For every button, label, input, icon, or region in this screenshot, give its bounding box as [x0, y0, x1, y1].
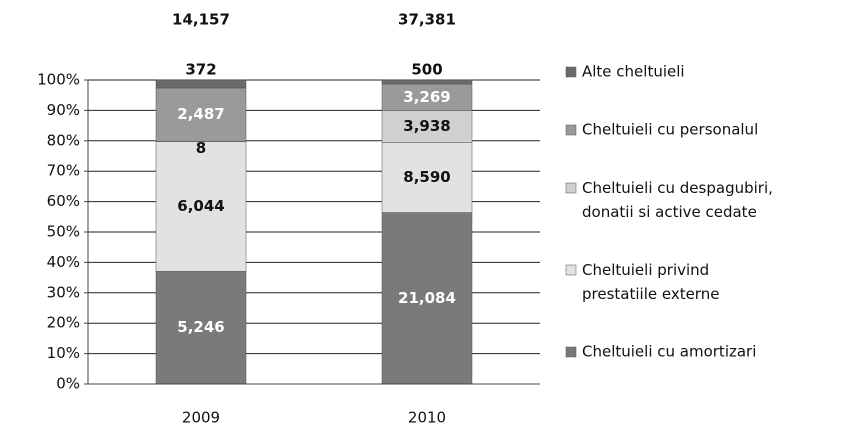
y-tick-label: 100%	[37, 71, 80, 89]
y-tick-label: 80%	[47, 131, 80, 149]
data-label: 372	[185, 61, 216, 79]
total-label: 14,157	[172, 11, 230, 29]
legend-swatch	[566, 183, 576, 193]
data-label: 5,246	[177, 318, 224, 336]
y-tick-label: 70%	[47, 162, 80, 180]
x-tick-label: 2010	[408, 409, 446, 427]
y-tick-label: 0%	[56, 375, 80, 393]
legend-swatch	[566, 67, 576, 77]
bar-segment	[156, 80, 246, 88]
y-tick-label: 30%	[47, 283, 80, 301]
data-label: 8,590	[403, 168, 450, 186]
x-tick-label: 2009	[182, 409, 220, 427]
data-label: 21,084	[398, 289, 456, 307]
data-label: 500	[411, 61, 442, 79]
data-label: 3,938	[403, 117, 450, 135]
y-tick-label: 60%	[47, 192, 80, 210]
total-label: 37,381	[398, 11, 456, 29]
y-tick-label: 50%	[47, 223, 80, 241]
y-tick-label: 40%	[47, 253, 80, 271]
legend-label: Cheltuieli cu despagubiri,donatii si act…	[582, 179, 773, 221]
legend-swatch	[566, 347, 576, 357]
data-label: 2,487	[177, 105, 224, 123]
y-tick-label: 10%	[47, 344, 80, 362]
y-tick-label: 90%	[47, 101, 80, 119]
bar-segment	[382, 80, 472, 84]
legend-label: Cheltuieli cu amortizari	[582, 343, 756, 361]
legend-swatch	[566, 265, 576, 275]
data-label: 6,044	[177, 197, 224, 215]
legend-label: Alte cheltuieli	[582, 63, 685, 81]
data-label: 3,269	[403, 88, 450, 106]
y-tick-label: 20%	[47, 314, 80, 332]
legend-swatch	[566, 125, 576, 135]
legend-label: Cheltuieli cu personalul	[582, 121, 758, 139]
